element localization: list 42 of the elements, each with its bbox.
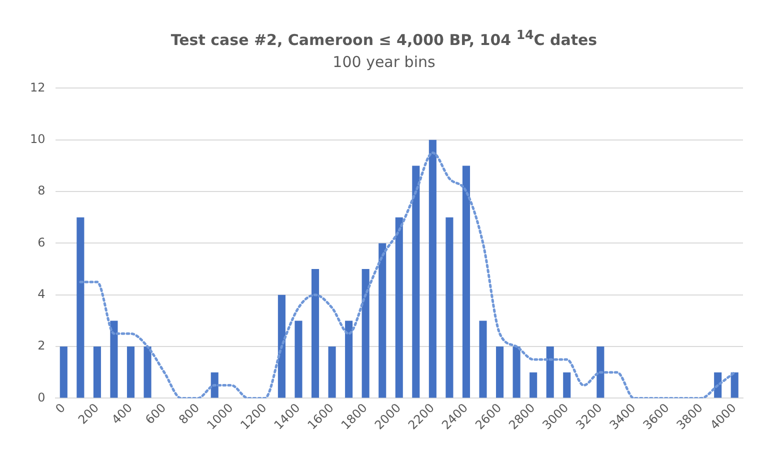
bar [76,217,84,398]
x-tick-label: 0 [52,400,68,416]
bar [462,166,470,398]
bar [110,320,118,398]
bar [294,320,302,398]
bar [93,346,101,398]
bar [60,346,68,398]
y-tick-label: 0 [38,390,46,404]
bar [210,372,218,398]
x-tick-label: 200 [75,400,102,427]
bar [345,320,353,398]
y-tick-label: 4 [38,287,46,302]
bar [563,372,571,398]
bar [512,346,520,398]
y-tick-label: 8 [38,184,46,198]
bar [362,269,370,398]
y-tick-label: 10 [30,132,46,146]
bar [378,243,386,398]
bar [395,217,403,398]
y-tick-label: 6 [38,235,46,250]
bar [546,346,554,398]
chart-title: Test case #2, Cameroon ≤ 4,000 BP, 104 $^{14}$C dates [170,26,598,49]
line-series [79,152,736,398]
bar [446,217,454,398]
bar [530,372,538,398]
bar [496,346,504,398]
bar [412,166,420,398]
bar [126,346,135,398]
bar [278,294,286,398]
bar [596,346,604,398]
x-tick-label: 600 [142,400,169,427]
x-tick-label: 400 [108,400,136,427]
y-tick-label: 12 [30,80,46,94]
bar [144,346,152,398]
bar [311,269,320,398]
bar [328,346,336,398]
chart-subtitle: 100 year bins [332,53,436,71]
y-tick-label: 2 [38,338,46,353]
bar [428,140,436,398]
bar [730,372,738,398]
bar [479,320,487,398]
x-tick-label: 800 [176,400,202,427]
